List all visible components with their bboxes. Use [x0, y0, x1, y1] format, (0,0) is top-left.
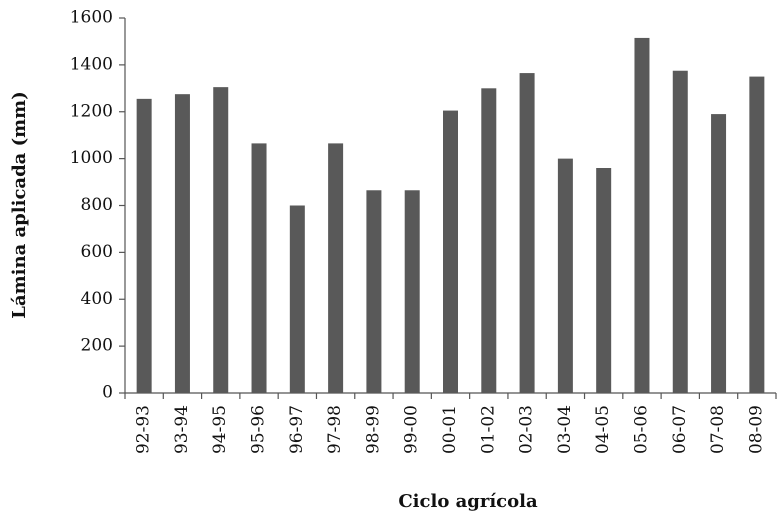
bar [404, 190, 420, 393]
x-tick-label: 95-96 [249, 405, 269, 454]
y-tick-label: 400 [81, 289, 113, 309]
x-tick-label: 06-07 [670, 405, 690, 454]
bar [481, 88, 497, 393]
y-tick-label: 1000 [70, 148, 113, 168]
bar [519, 73, 535, 393]
y-tick-label: 200 [81, 336, 113, 356]
x-tick-label: 05-06 [631, 405, 651, 454]
y-tick-label: 1400 [70, 54, 113, 74]
bar [749, 76, 765, 393]
y-tick-label: 0 [102, 383, 113, 403]
bar [136, 98, 152, 393]
x-tick-label: 92-93 [134, 405, 154, 454]
bar [251, 143, 267, 393]
bar [366, 190, 382, 393]
y-tick-label: 1200 [70, 101, 113, 121]
x-tick-label: 96-97 [287, 405, 307, 454]
bar [634, 37, 650, 393]
x-tick-label: 94-95 [210, 405, 230, 454]
bar [328, 143, 344, 393]
bar [672, 70, 688, 393]
x-tick-label: 02-03 [517, 405, 537, 454]
x-tick-label: 99-00 [402, 405, 422, 454]
x-tick-label: 08-09 [746, 405, 766, 454]
x-axis-title: Ciclo agrícola [398, 491, 538, 512]
y-axis-title: Lámina aplicada (mm) [9, 91, 30, 318]
bar [174, 94, 190, 393]
bar [557, 158, 573, 393]
bar [213, 87, 229, 393]
y-tick-label: 800 [81, 195, 113, 215]
x-tick-label: 00-01 [440, 405, 460, 454]
x-tick-label: 93-94 [172, 405, 192, 454]
x-tick-label: 03-04 [555, 405, 575, 454]
y-tick-label: 600 [81, 242, 113, 262]
bar [443, 110, 458, 393]
y-tick-label: 1600 [70, 8, 113, 28]
bar [596, 168, 612, 393]
x-tick-label: 07-08 [708, 405, 728, 454]
bar [711, 114, 727, 393]
x-tick-label: 01-02 [478, 405, 498, 454]
x-tick-label: 04-05 [593, 405, 613, 454]
x-tick-label: 97-98 [325, 405, 345, 454]
x-tick-label: 98-99 [363, 405, 383, 454]
bar [289, 205, 305, 393]
